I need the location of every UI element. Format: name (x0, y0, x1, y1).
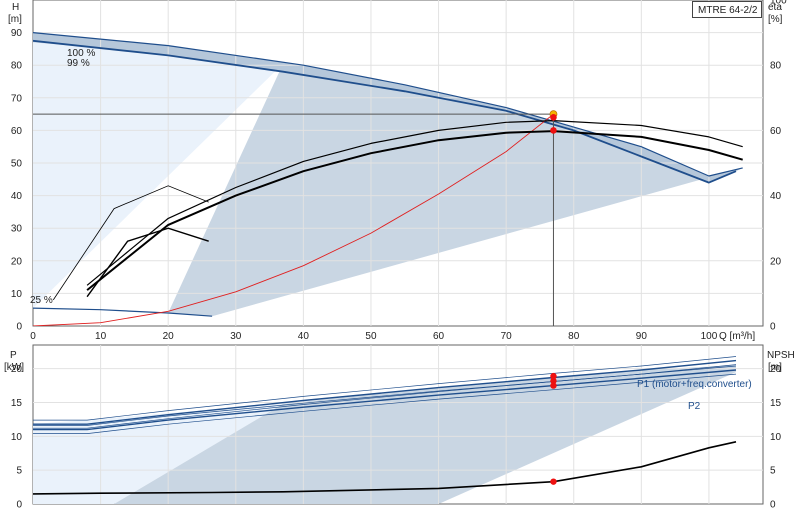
y-right-tick-label: 20 (770, 256, 782, 267)
curve-99-percent (33, 39, 737, 184)
p2-power-curve (33, 369, 737, 431)
p2-power-curve (33, 365, 737, 426)
npsh-tick-label: 10 (770, 432, 782, 443)
light-operating-area (33, 32, 284, 309)
y-right-tick-label: 60 (770, 126, 782, 137)
y-left-axis-unit: [m] (8, 14, 22, 25)
y-left-tick-label: 80 (11, 61, 23, 72)
curve-label-99: 99 % (67, 58, 90, 69)
npsh-axis-label: NPSH (767, 350, 795, 361)
y-right-tick-label: 0 (770, 322, 776, 333)
x-tick-label: 60 (433, 331, 445, 342)
partial-efficiency-curve (52, 185, 209, 301)
power-operating-area (114, 365, 736, 504)
p1-series-label: P1 (motor+freq.converter) (637, 379, 752, 390)
y-right-tick-label: 80 (770, 61, 782, 72)
y-left-tick-label: 20 (11, 256, 23, 267)
x-tick-label: 10 (95, 331, 107, 342)
power-point-marker (550, 382, 557, 389)
y-left-tick-label: 70 (11, 93, 23, 104)
p-tick-label: 20 (11, 364, 23, 375)
pump-model-label: MTRE 64-2/2 (692, 1, 762, 18)
p-axis-label: P (10, 350, 17, 361)
x-tick-label: 100 (701, 331, 718, 342)
y-right-axis-unit: [%] (768, 14, 783, 25)
p2-series-label: P2 (688, 401, 701, 412)
p-tick-label: 15 (11, 398, 23, 409)
x-tick-label: 20 (163, 331, 175, 342)
p1-power-curve (33, 359, 737, 425)
x-tick-label: 40 (298, 331, 310, 342)
curve-100-percent (33, 32, 743, 177)
x-tick-label: 70 (501, 331, 513, 342)
x-axis-label: Q [m³/h] (719, 331, 755, 342)
y-left-tick-label: 0 (16, 322, 22, 333)
npsh-tick-label: 5 (770, 466, 776, 477)
power-point-marker (550, 372, 557, 380)
p-tick-label: 0 (16, 500, 22, 511)
y-left-axis-label: H (12, 2, 19, 13)
y-left-tick-label: 50 (11, 159, 23, 170)
npsh-axis-unit: [m] (768, 362, 782, 373)
p-tick-label: 5 (16, 466, 22, 477)
y-right-tick-label: 40 (770, 191, 782, 202)
npsh-point-marker (550, 478, 557, 485)
efficiency-point-marker (550, 114, 557, 121)
x-tick-label: 30 (230, 331, 242, 342)
efficiency-curve-high (86, 119, 743, 286)
operating-area (33, 32, 743, 317)
npsh-curve (33, 441, 737, 495)
y-left-tick-label: 60 (11, 126, 23, 137)
curve-25-percent (33, 307, 213, 317)
x-tick-label: 50 (365, 331, 377, 342)
efficiency-point-marker (550, 127, 557, 134)
curve-label-100: 100 % (67, 48, 95, 59)
p2-power-curve (33, 373, 737, 434)
power-npsh-panel: 0 5 10 15 20 0 5 10 15 20 P [kW] NPSH [m] P1 (mot… (4, 344, 795, 511)
y-left-tick-label: 30 (11, 224, 23, 235)
npsh-tick-label: 0 (770, 500, 776, 511)
partial-efficiency-curve (86, 227, 209, 298)
x-tick-label: 80 (568, 331, 580, 342)
y-right-tick-label: 100 (770, 0, 787, 7)
p1-power-curve (33, 356, 737, 421)
y-right-axis-label: eta (768, 2, 782, 13)
npsh-tick-label: 15 (770, 398, 782, 409)
x-tick-label: 90 (636, 331, 648, 342)
curve-label-25: 25 % (30, 295, 53, 306)
system-curve (33, 113, 554, 326)
efficiency-curve-low (86, 130, 743, 291)
npsh-tick-label: 20 (770, 364, 782, 375)
y-left-tick-label: 40 (11, 191, 23, 202)
p-axis-unit: [kW] (4, 362, 24, 373)
y-left-tick-label: 10 (11, 289, 23, 300)
p-tick-label: 10 (11, 432, 23, 443)
x-tick-label: 0 (30, 331, 36, 342)
head-efficiency-panel: 0 10 20 30 40 50 60 70 80 90 100 0 10 20 30 40 50 60 70 80 9… (8, 0, 787, 342)
power-point-marker (550, 377, 557, 385)
y-left-tick-label: 90 (11, 28, 23, 39)
